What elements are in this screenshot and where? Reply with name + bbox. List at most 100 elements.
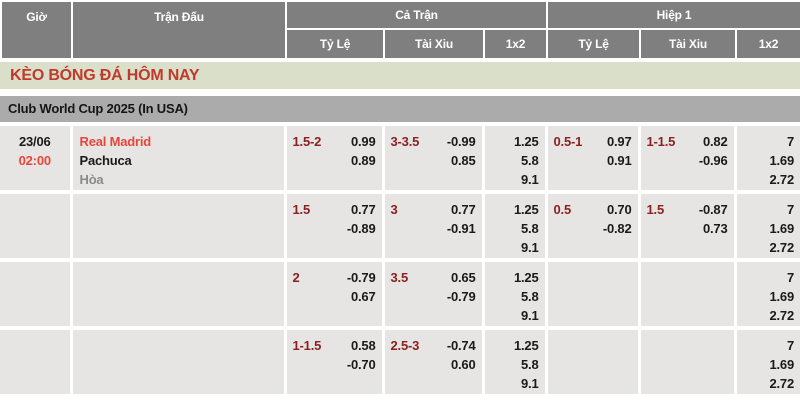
odds-value[interactable]: 5.8: [521, 289, 539, 304]
odds-value[interactable]: -0.96: [698, 153, 728, 168]
odds-value[interactable]: 2.72: [769, 376, 794, 391]
handicap-line[interactable]: 1.5: [292, 202, 311, 217]
full-handicap-cell[interactable]: 1.5-2 0.99 0.89: [285, 126, 385, 194]
odds-value[interactable]: 7: [786, 338, 794, 353]
odds-value[interactable]: 2.72: [769, 172, 794, 187]
odds-value[interactable]: 7: [786, 134, 794, 149]
full-1x2-cell[interactable]: 1.25 5.8 9.1: [483, 192, 548, 262]
col-header-first-half: Hiệp 1: [545, 0, 800, 30]
half-overunder-cell[interactable]: 1-1.5 0.82 -0.96: [639, 126, 737, 194]
odds-value[interactable]: 1.69: [769, 357, 794, 372]
match-teams-cell: [71, 328, 287, 398]
odds-value[interactable]: 7: [786, 270, 794, 285]
odds-value[interactable]: 0.67: [350, 289, 376, 304]
col-header-full-match: Cả Trận: [285, 0, 548, 30]
odds-value[interactable]: 0.58: [350, 338, 376, 353]
handicap-line[interactable]: 1.5-2: [292, 134, 322, 149]
full-1x2-cell[interactable]: 1.25 5.8 9.1: [483, 328, 548, 398]
odds-value[interactable]: 9.1: [521, 172, 539, 187]
odds-value[interactable]: 9.1: [521, 308, 539, 323]
odds-value[interactable]: 9.1: [521, 376, 539, 391]
col-header-half-overunder: Tài Xiu: [639, 28, 737, 60]
full-handicap-cell[interactable]: 1.5 0.77 -0.89: [285, 192, 385, 262]
half-1x2-cell[interactable]: 7 1.69 2.72: [735, 328, 800, 398]
odds-value[interactable]: 1.69: [769, 221, 794, 236]
odds-value[interactable]: 0.97: [606, 134, 632, 149]
odds-value[interactable]: 1.69: [769, 153, 794, 168]
odds-value[interactable]: 0.89: [350, 153, 376, 168]
away-team[interactable]: Pachuca: [79, 153, 132, 168]
odds-value[interactable]: -0.70: [346, 357, 376, 372]
overunder-line[interactable]: 3-3.5: [390, 134, 420, 149]
full-overunder-cell[interactable]: 3 0.77 -0.91: [383, 192, 485, 262]
col-header-full-overunder: Tài Xiu: [383, 28, 485, 60]
half-overunder-cell: [639, 328, 737, 398]
overunder-line[interactable]: 2.5-3: [390, 338, 420, 353]
half-overunder-cell[interactable]: 1.5 -0.87 0.73: [639, 192, 737, 262]
handicap-line[interactable]: 1-1.5: [292, 338, 322, 353]
odds-value[interactable]: 1.25: [513, 134, 539, 149]
half-handicap-cell[interactable]: 0.5 0.70 -0.82: [546, 192, 641, 262]
odds-value[interactable]: 0.99: [350, 134, 376, 149]
odds-value[interactable]: 0.73: [702, 221, 728, 236]
half-handicap-cell[interactable]: 0.5-1 0.97 0.91: [546, 126, 641, 194]
odds-value[interactable]: -0.82: [602, 221, 632, 236]
col-header-match: Trận Đấu: [71, 0, 287, 60]
odds-row: 23/06 02:00 Real Madrid Pachuca Hòa 1.5-…: [0, 126, 800, 194]
odds-value[interactable]: 1.25: [513, 270, 539, 285]
odds-value[interactable]: 5.8: [521, 221, 539, 236]
full-handicap-cell[interactable]: 1-1.5 0.58 -0.70: [285, 328, 385, 398]
col-header-full-1x2: 1x2: [483, 28, 548, 60]
odds-value[interactable]: 0.70: [606, 202, 632, 217]
half-1x2-cell[interactable]: 7 1.69 2.72: [735, 260, 800, 330]
odds-value[interactable]: 9.1: [521, 240, 539, 255]
odds-value[interactable]: 2.72: [769, 308, 794, 323]
home-team[interactable]: Real Madrid: [79, 134, 152, 149]
full-overunder-cell[interactable]: 3-3.5 -0.99 0.85: [383, 126, 485, 194]
full-handicap-cell[interactable]: 2 -0.79 0.67: [285, 260, 385, 330]
odds-value[interactable]: -0.91: [446, 221, 476, 236]
odds-value[interactable]: 7: [786, 202, 794, 217]
odds-value[interactable]: 0.77: [450, 202, 476, 217]
handicap-line[interactable]: 0.5-1: [553, 134, 583, 149]
odds-value[interactable]: -0.89: [346, 221, 376, 236]
odds-value[interactable]: -0.79: [346, 270, 376, 285]
odds-value[interactable]: 1.25: [513, 338, 539, 353]
odds-value[interactable]: 1.25: [513, 202, 539, 217]
overunder-line[interactable]: 3.5: [390, 270, 409, 285]
overunder-line[interactable]: 1-1.5: [646, 134, 676, 149]
handicap-line[interactable]: 2: [292, 270, 300, 285]
match-teams-cell: [71, 192, 287, 262]
overunder-line[interactable]: 1.5: [646, 202, 665, 217]
odds-value[interactable]: -0.99: [446, 134, 476, 149]
match-teams-cell[interactable]: Real Madrid Pachuca Hòa: [71, 126, 287, 194]
match-teams-cell: [71, 260, 287, 330]
odds-value[interactable]: 0.91: [606, 153, 632, 168]
full-overunder-cell[interactable]: 2.5-3 -0.74 0.60: [383, 328, 485, 398]
odds-value[interactable]: 5.8: [521, 357, 539, 372]
overunder-line[interactable]: 3: [390, 202, 398, 217]
odds-value[interactable]: -0.79: [446, 289, 476, 304]
half-1x2-cell[interactable]: 7 1.69 2.72: [735, 192, 800, 262]
handicap-line[interactable]: 0.5: [553, 202, 572, 217]
full-1x2-cell[interactable]: 1.25 5.8 9.1: [483, 126, 548, 194]
odds-value[interactable]: 0.85: [450, 153, 476, 168]
full-1x2-cell[interactable]: 1.25 5.8 9.1: [483, 260, 548, 330]
odds-value[interactable]: -0.87: [698, 202, 728, 217]
match-time-cell: [0, 192, 73, 262]
odds-value[interactable]: 2.72: [769, 240, 794, 255]
full-overunder-cell[interactable]: 3.5 0.65 -0.79: [383, 260, 485, 330]
odds-value[interactable]: 1.69: [769, 289, 794, 304]
match-time-cell: [0, 260, 73, 330]
odds-value[interactable]: 5.8: [521, 153, 539, 168]
odds-value[interactable]: -0.74: [446, 338, 476, 353]
half-overunder-cell: [639, 260, 737, 330]
half-1x2-cell[interactable]: 7 1.69 2.72: [735, 126, 800, 194]
odds-row: 2 -0.79 0.67 3.5 0.65 -0.79 1.25: [0, 260, 800, 330]
odds-value[interactable]: 0.77: [350, 202, 376, 217]
odds-value[interactable]: 0.60: [450, 357, 476, 372]
odds-value[interactable]: 0.65: [450, 270, 476, 285]
match-time: 02:00: [18, 153, 51, 168]
odds-value[interactable]: 0.82: [702, 134, 728, 149]
